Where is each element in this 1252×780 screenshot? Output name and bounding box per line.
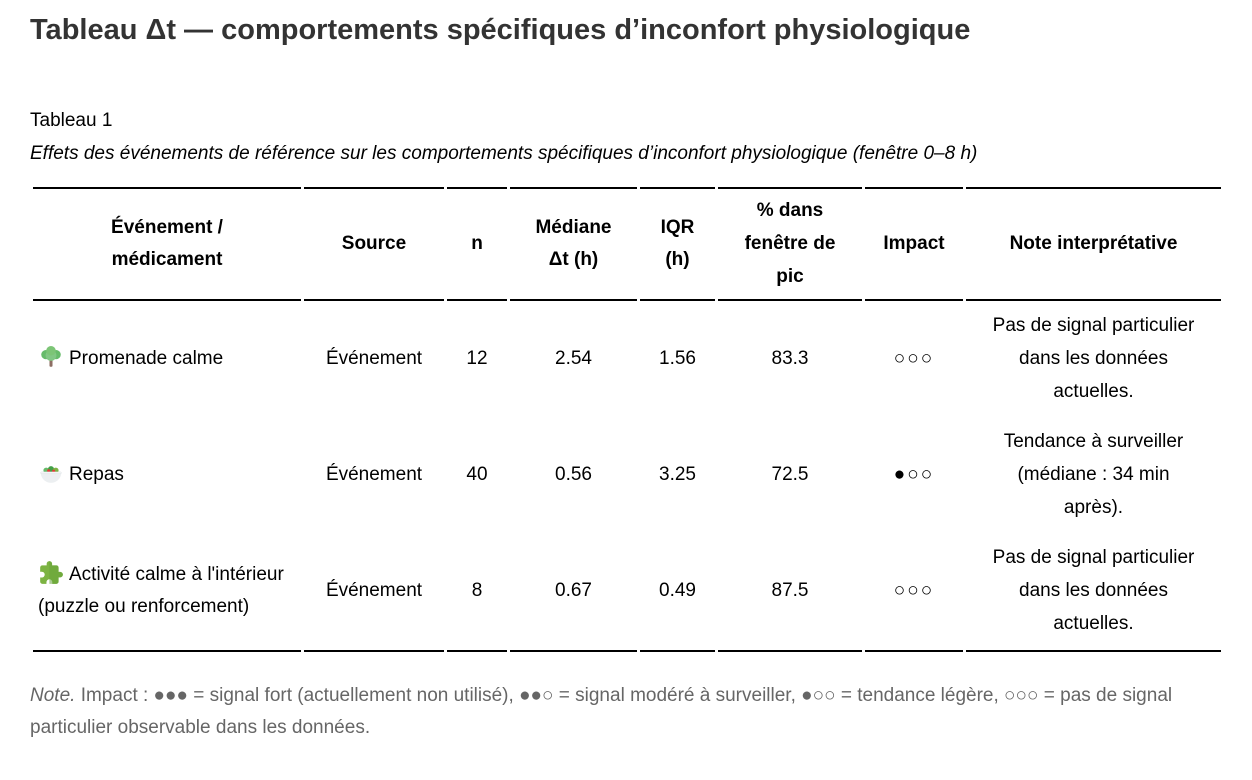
event-label: Promenade calme <box>69 348 224 370</box>
cell-event: Promenade calme <box>33 301 301 417</box>
tree-icon <box>41 346 61 367</box>
cell-n: 8 <box>447 533 507 652</box>
page-title: Tableau Δt — comportements spécifiques d… <box>30 14 971 46</box>
cell-n: 12 <box>466 348 488 370</box>
table-row-repas: Repas Événement 40 0.56 3.25 72.5 ●○○ Te… <box>33 417 1221 533</box>
cell-note: Tendance à surveiller (médiane : 34 min … <box>966 417 1221 533</box>
col-header-event: Événement / médicament <box>33 187 301 302</box>
col-header-note-label: Note interprétative <box>1009 233 1178 255</box>
footnote: Note. Impact : ●●● = signal fort (actuel… <box>30 680 1224 745</box>
col-header-note: Note interprétative <box>966 187 1221 302</box>
cell-note: Pas de signal particulier dans les donné… <box>966 533 1221 652</box>
note-text: Tendance à surveiller (médiane : 34 min … <box>1003 431 1184 518</box>
col-header-median-label: Médiane Δt (h) <box>535 216 612 271</box>
cell-note: Pas de signal particulier dans les donné… <box>966 301 1221 417</box>
col-header-pct-window: % dans fenêtre de pic <box>718 187 862 302</box>
cell-n: 40 <box>466 464 488 486</box>
cell-iqr: 0.49 <box>640 533 715 652</box>
table-row-promenade: Promenade calme Événement 12 2.54 1.56 8… <box>33 301 1221 417</box>
delta-t-table: Événement / médicament Source n Médiane … <box>30 187 1224 652</box>
event-label: Repas <box>69 464 124 486</box>
col-header-pct-window-label: % dans fenêtre de pic <box>744 200 836 287</box>
cell-source: Événement <box>325 348 423 370</box>
col-header-n: n <box>447 187 507 302</box>
col-header-n-label: n <box>471 233 483 255</box>
cell-pct-window: 87.5 <box>718 533 862 652</box>
table-caption: Effets des événements de référence sur l… <box>30 143 978 165</box>
header-row: Événement / médicament Source n Médiane … <box>33 187 1221 302</box>
cell-iqr: 3.25 <box>659 464 696 486</box>
cell-source: Événement <box>325 464 423 486</box>
col-header-iqr-label: IQR (h) <box>660 216 695 271</box>
event-label: Activité calme à l'intérieur (puzzle ou … <box>38 563 284 618</box>
cell-median-dt: 0.67 <box>510 533 637 652</box>
col-header-source-label: Source <box>341 233 407 255</box>
col-header-impact: Impact <box>865 187 963 302</box>
table-number: Tableau 1 <box>30 110 113 132</box>
table-row-activite-calme: Activité calme à l'intérieur (puzzle ou … <box>33 533 1221 652</box>
salad-icon <box>40 466 62 483</box>
col-header-impact-label: Impact <box>883 233 945 255</box>
table-caption-block: Tableau 1 Effets des événements de référ… <box>30 104 1224 170</box>
cell-median-dt: 0.56 <box>555 464 592 486</box>
cell-event: Repas <box>33 417 301 533</box>
cell-median-dt: 2.54 <box>555 348 592 370</box>
cell-pct-window: 72.5 <box>771 464 809 486</box>
puzzle-icon <box>40 560 63 584</box>
col-header-iqr: IQR (h) <box>640 187 715 302</box>
cell-pct-window: 83.3 <box>771 348 809 370</box>
cell-impact: ○○○ <box>865 533 963 652</box>
cell-iqr: 1.56 <box>659 348 696 370</box>
cell-event: Activité calme à l'intérieur (puzzle ou … <box>33 533 301 652</box>
col-header-event-label: Événement / médicament <box>111 216 223 271</box>
cell-impact: ●○○ <box>893 464 935 486</box>
col-header-median: Médiane Δt (h) <box>510 187 637 302</box>
footnote-text: Impact : ●●● = signal fort (actuellement… <box>30 684 1173 739</box>
note-text: Pas de signal particulier dans les donné… <box>992 315 1195 402</box>
cell-source: Événement <box>304 533 444 652</box>
footnote-note-label: Note. <box>30 684 76 706</box>
cell-impact: ○○○ <box>893 348 935 370</box>
note-text: Pas de signal particulier dans les donné… <box>992 547 1195 634</box>
col-header-source: Source <box>304 187 444 302</box>
